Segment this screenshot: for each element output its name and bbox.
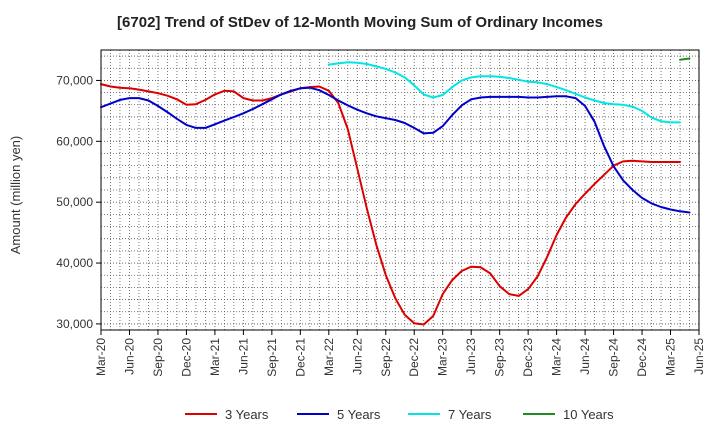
x-tick-label: Jun-23 [464, 338, 478, 375]
x-tick-label: Mar-25 [664, 338, 678, 376]
x-tick-label: Dec-24 [635, 338, 649, 377]
y-tick-label: 30,000 [56, 317, 93, 331]
x-tick-label: Sep-22 [379, 338, 393, 377]
x-tick-label: Dec-22 [407, 338, 421, 377]
x-tick-label: Sep-24 [607, 338, 621, 377]
y-axis-title: Amount (million yen) [8, 136, 23, 255]
legend-label: 7 Years [448, 407, 492, 422]
series-line-3-years [100, 83, 681, 326]
x-tick-label: Sep-21 [265, 338, 279, 377]
y-tick-label: 60,000 [56, 134, 93, 148]
series-line-7-years [327, 61, 681, 124]
x-tick-label: Dec-23 [521, 338, 535, 377]
x-tick-label: Dec-21 [293, 338, 307, 377]
plot-frame [100, 49, 700, 331]
y-tick-label: 40,000 [56, 256, 93, 270]
y-tick-label: 50,000 [56, 195, 93, 209]
x-tick-label: Sep-23 [493, 338, 507, 377]
legend-label: 3 Years [225, 407, 269, 422]
y-axis-ticks: 30,000 40,000 50,000 60,000 70,000 [56, 73, 101, 331]
x-tick-label: Jun-24 [578, 338, 592, 375]
series-lines [100, 57, 691, 326]
plot-area [101, 50, 699, 330]
legend-label: 10 Years [563, 407, 614, 422]
x-tick-label: Mar-23 [436, 338, 450, 376]
x-tick-label: Sep-20 [151, 338, 165, 377]
series-line-5-years [100, 86, 691, 214]
chart-title: [6702] Trend of StDev of 12-Month Moving… [117, 14, 603, 31]
x-tick-label: Mar-22 [322, 338, 336, 376]
x-axis-ticks: Mar-20 Jun-20 Sep-20 Dec-20 Mar-21 Jun-21 Sep-… [94, 330, 706, 377]
x-tick-label: Mar-24 [550, 338, 564, 376]
x-tick-label: Jun-25 [692, 338, 706, 375]
series-line-10-years [679, 57, 691, 61]
x-tick-label: Jun-21 [236, 338, 250, 375]
x-tick-label: Mar-20 [94, 338, 108, 376]
x-tick-label: Jun-20 [122, 338, 136, 375]
x-tick-label: Dec-20 [179, 338, 193, 377]
x-tick-label: Mar-21 [208, 338, 222, 376]
x-tick-label: Jun-22 [350, 338, 364, 375]
legend-label: 5 Years [337, 407, 381, 422]
y-tick-label: 70,000 [56, 73, 93, 87]
legend: 3 Years 5 Years 7 Years 10 Years [185, 407, 614, 422]
grid-lines [101, 50, 699, 330]
